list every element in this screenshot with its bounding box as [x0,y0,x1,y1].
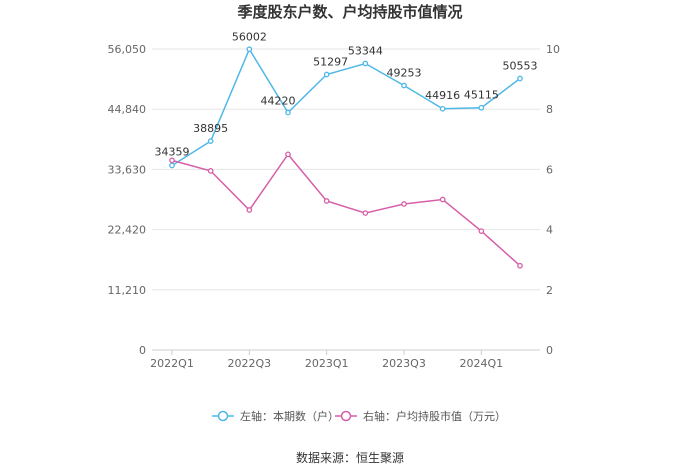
x-tick-label: 2022Q1 [150,357,194,370]
data-point[interactable] [169,162,175,169]
data-point[interactable] [323,198,330,204]
data-label: 49253 [387,67,422,80]
data-point[interactable] [439,196,446,203]
data-label: 34359 [155,145,190,158]
data-point[interactable] [246,207,253,213]
y-right-tick-label: 6 [546,163,553,176]
data-point[interactable] [207,138,214,144]
data-point[interactable] [478,104,485,111]
axes: 0 11,210 22,420 33,630 44,840 56,050 0 2 4 6 8 10 20… [108,43,561,370]
legend-label[interactable]: 右轴：户均持股市值（万元） [363,409,506,423]
series-line-0 [171,47,521,167]
data-point[interactable] [517,262,523,269]
series-points [169,46,523,269]
data-point[interactable] [285,151,291,158]
data-label: 51297 [313,56,348,69]
data-source: 数据来源：恒生聚源 [296,450,404,465]
data-label: 44220 [261,95,296,108]
chart-title: 季度股东户数、户均持股市值情况 [237,3,462,21]
data-point[interactable] [246,46,253,53]
y-left-tick-label: 56,050 [108,43,147,56]
x-tick-label: 2022Q3 [228,357,272,370]
y-left-tick-label: 22,420 [108,224,147,237]
y-right-tick-label: 0 [546,344,553,357]
y-right-tick-label: 4 [546,224,553,237]
legend-marker-icon[interactable] [340,410,352,422]
data-label: 53344 [348,45,383,58]
x-tick-label: 2023Q3 [382,357,426,370]
y-left-tick-label: 11,210 [108,284,147,297]
grid [152,48,540,351]
legend-marker-icon[interactable] [217,410,229,422]
y-left-tick-label: 44,840 [108,103,147,116]
data-point[interactable] [401,82,407,89]
data-point[interactable] [401,201,407,207]
data-label: 45115 [464,89,499,102]
series-lines [171,47,521,267]
x-tick-label: 2023Q1 [305,357,349,370]
data-label: 38895 [193,122,228,135]
y-left-tick-label: 33,630 [108,163,147,176]
y-left-tick-label: 0 [139,344,146,357]
series-line-1 [171,153,521,267]
data-point[interactable] [169,157,175,164]
legend[interactable]: 左轴：本期数（户） 右轴：户均持股市值（万元） [212,409,506,423]
data-label: 44916 [425,89,460,102]
data-point[interactable] [478,228,485,234]
data-point[interactable] [439,105,446,112]
y-right-tick-label: 8 [546,103,553,116]
data-point[interactable] [207,168,214,174]
data-point[interactable] [285,109,291,116]
x-tick-label: 2024Q1 [460,357,504,370]
data-point[interactable] [323,71,330,78]
y-right-tick-label: 2 [546,284,553,297]
data-label: 50553 [503,60,538,73]
y-right-tick-label: 10 [546,43,560,56]
data-point[interactable] [362,210,369,216]
legend-label[interactable]: 左轴：本期数（户） [240,409,339,423]
data-label: 56002 [232,30,267,43]
data-point[interactable] [517,75,523,82]
data-point[interactable] [362,60,369,67]
